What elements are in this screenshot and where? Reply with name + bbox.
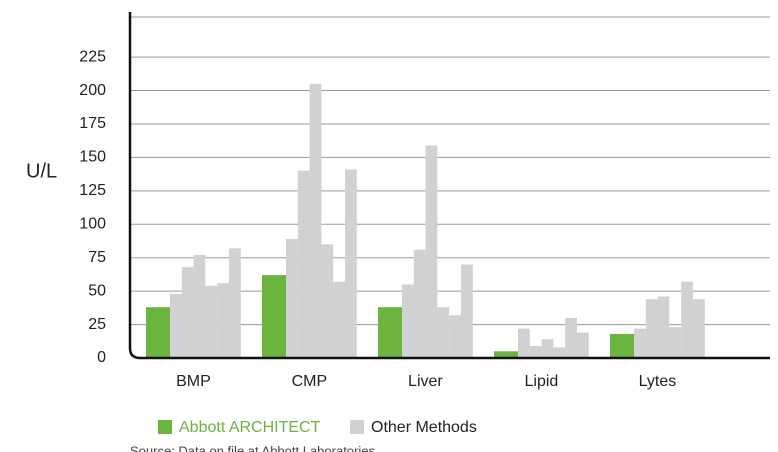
- legend-swatch: [350, 420, 364, 434]
- bar: [229, 248, 241, 358]
- bar: [681, 281, 693, 358]
- bar: [541, 339, 554, 358]
- bar: [378, 307, 402, 358]
- y-tick-label: 100: [79, 215, 106, 232]
- bar: [262, 275, 286, 358]
- y-tick-label: 0: [97, 349, 106, 366]
- y-tick-label: 175: [79, 115, 106, 132]
- bar: [577, 332, 589, 358]
- bar: [217, 283, 229, 358]
- x-tick-label: Lipid: [524, 373, 558, 390]
- y-tick-label: 200: [79, 82, 106, 99]
- legend-swatch: [158, 420, 172, 434]
- y-tick-label: 50: [88, 282, 106, 299]
- bar: [402, 284, 414, 358]
- y-tick-label: 75: [88, 249, 106, 266]
- bar: [461, 264, 473, 358]
- x-tick-label: Liver: [408, 373, 443, 390]
- x-tick-label: BMP: [176, 373, 211, 390]
- legend-label: Other Methods: [371, 419, 477, 436]
- y-tick-label: 25: [88, 316, 106, 333]
- source-note: Source: Data on file at Abbott Laborator…: [130, 443, 379, 452]
- y-axis-label: U/L: [26, 160, 57, 182]
- bar: [146, 307, 170, 358]
- bar: [565, 317, 577, 358]
- bar: [205, 285, 218, 358]
- y-tick-label: 150: [79, 149, 106, 166]
- bar: [634, 328, 646, 358]
- bar: [693, 299, 705, 358]
- bar: [657, 296, 670, 358]
- bar: [518, 328, 530, 358]
- bar: [437, 307, 450, 358]
- bar: [345, 169, 357, 358]
- bar: [529, 345, 542, 358]
- x-tick-label: CMP: [292, 373, 328, 390]
- bar: [425, 145, 438, 358]
- bar: [309, 83, 322, 359]
- bar: [181, 267, 194, 358]
- bar: [494, 351, 518, 358]
- bar: [449, 315, 461, 358]
- bar: [553, 347, 566, 358]
- bar: [170, 293, 182, 358]
- legend-label: Abbott ARCHITECT: [179, 419, 321, 436]
- y-tick-label: 225: [79, 48, 106, 65]
- bar: [610, 333, 634, 358]
- bar: [413, 249, 426, 358]
- bar: [645, 299, 658, 358]
- x-tick-label: Lytes: [639, 373, 677, 390]
- bar: [333, 281, 345, 358]
- bar: [193, 255, 206, 358]
- bar: [286, 238, 298, 358]
- y-tick-label: 125: [79, 182, 106, 199]
- bar: [321, 244, 334, 358]
- bar: [669, 327, 682, 358]
- axis-line: [128, 12, 770, 360]
- bar: [297, 170, 310, 358]
